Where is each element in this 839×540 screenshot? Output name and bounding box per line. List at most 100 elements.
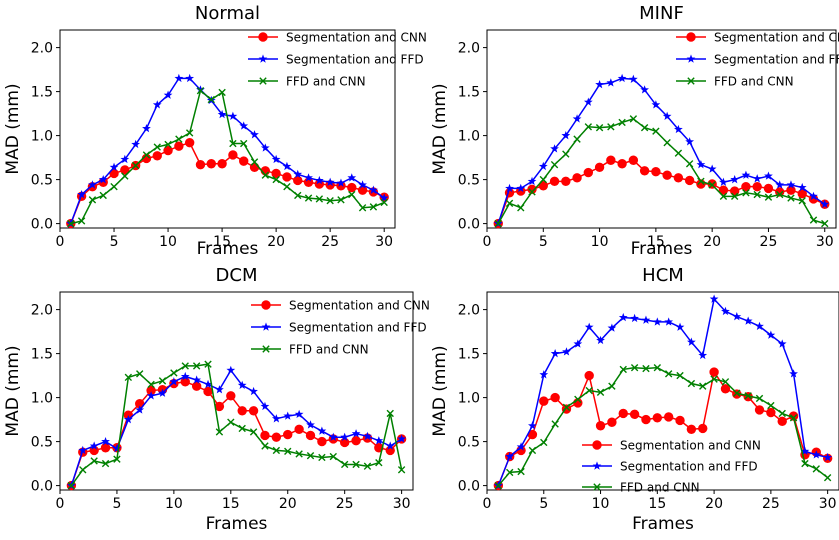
data-point [152,151,162,161]
x-tick-label: 5 [112,496,121,512]
series-line [70,89,385,225]
data-point [730,192,739,201]
data-point [249,386,258,396]
data-point [363,431,372,441]
x-tick-label: 10 [165,496,183,512]
x-tick-label: 30 [819,496,837,512]
legend-marker [686,54,696,63]
data-point [775,187,785,197]
data-point [337,196,345,204]
data-point [131,161,140,170]
data-point [640,123,649,132]
data-point [809,216,818,224]
data-point [272,175,280,184]
data-point [340,432,350,441]
legend-marker [686,32,696,42]
data-point [764,171,773,180]
data-point [719,192,728,201]
data-point [164,140,172,149]
data-point [163,145,173,156]
data-point [260,430,270,441]
data-point [675,322,685,331]
data-point [112,444,122,453]
y-tick-label: 0.5 [31,435,53,451]
y-tick-label: 0.5 [458,435,480,451]
data-point [730,175,740,184]
legend: Segmentation and CNN Segmentation and FFD… [676,31,839,89]
panel-dcm: DCM 0 5 10 15 20 25 30 0.0 0.5 1.0 1.5 2.0 Frames MAD … [3,265,430,534]
data-point [339,437,350,448]
data-point [787,194,795,202]
data-point [304,173,313,182]
data-point [685,137,695,146]
y-tick-label: 0.0 [458,217,480,233]
data-point [169,377,179,386]
data-point [336,178,346,187]
data-point [607,323,617,332]
data-point [674,149,683,157]
data-point [505,199,514,208]
y-tick-label: 0.0 [458,479,480,495]
data-point [775,180,785,189]
data-point [687,337,696,346]
data-point [340,460,349,469]
data-point [325,177,335,186]
data-point [261,442,269,450]
data-point [516,442,526,451]
data-point [583,97,593,106]
data-point [284,447,292,455]
data-point [380,198,388,207]
data-point [191,381,202,391]
data-point [606,155,616,165]
series-line [497,297,828,486]
data-point [229,139,237,148]
data-point [674,124,683,134]
data-point [158,377,167,385]
y-tick-label: 0.0 [31,479,53,495]
data-point [753,190,761,199]
data-point [226,365,236,375]
data-point [170,369,178,377]
data-point [214,401,225,412]
data-point [594,162,605,172]
data-point [293,169,303,179]
data-point [516,183,526,193]
data-point [641,414,651,425]
x-tick-label: 25 [762,496,780,512]
data-point [203,386,213,397]
data-point [88,196,97,204]
data-point [720,384,731,394]
y-axis-label: MAD (mm) [430,83,450,174]
data-point [283,182,291,191]
x-tick-label: 5 [539,496,548,512]
data-point [744,392,752,400]
data-point [318,453,326,462]
data-point [494,219,502,228]
data-point [732,312,742,321]
data-point [77,217,86,225]
data-point [710,375,718,383]
data-point [786,185,796,195]
data-point [152,100,162,109]
y-tick-label: 1.5 [31,347,53,363]
x-tick-label: 15 [647,234,665,250]
data-point [653,363,662,372]
series-ffd-and-cnn [67,360,406,490]
data-point [146,391,156,400]
data-point [67,481,76,490]
data-point [767,401,775,410]
data-point [618,312,628,322]
data-point [99,191,107,200]
data-point [352,460,360,469]
data-point [763,183,774,194]
data-point [369,203,378,211]
series-line [497,118,825,225]
data-point [687,379,696,388]
plot-frame [59,291,414,491]
data-point [663,138,671,147]
data-point [778,409,786,418]
data-point [351,436,361,446]
data-point [196,87,205,95]
x-tick-label: 25 [321,234,339,250]
data-point [823,473,832,482]
